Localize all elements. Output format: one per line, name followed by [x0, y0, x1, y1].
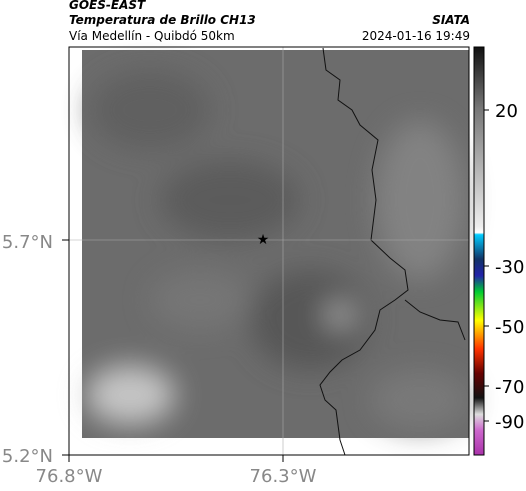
location-star: ★: [257, 232, 270, 248]
lat-label: 5.2°N: [2, 446, 53, 467]
colorbar-label: -30: [495, 257, 524, 278]
lon-label: 76.3°W: [250, 466, 317, 487]
satellite-image: [82, 47, 470, 456]
source-title: GOES-EAST: [69, 0, 146, 12]
colorbar-label: -90: [495, 412, 524, 433]
colorbar: [473, 46, 485, 456]
plot-frame: [68, 46, 470, 456]
colorbar-label: -50: [495, 317, 524, 338]
colorbar-label: -70: [495, 377, 524, 398]
route-subtitle: Vía Medellín - Quibdó 50km: [69, 29, 235, 43]
product-title: Temperatura de Brillo CH13: [69, 13, 256, 27]
org-label: SIATA: [432, 13, 470, 27]
lat-label: 5.7°N: [2, 232, 53, 253]
datetime-label: 2024-01-16 19:49: [362, 29, 470, 43]
lon-label: 76.8°W: [36, 466, 103, 487]
colorbar-label: 20: [495, 101, 518, 122]
